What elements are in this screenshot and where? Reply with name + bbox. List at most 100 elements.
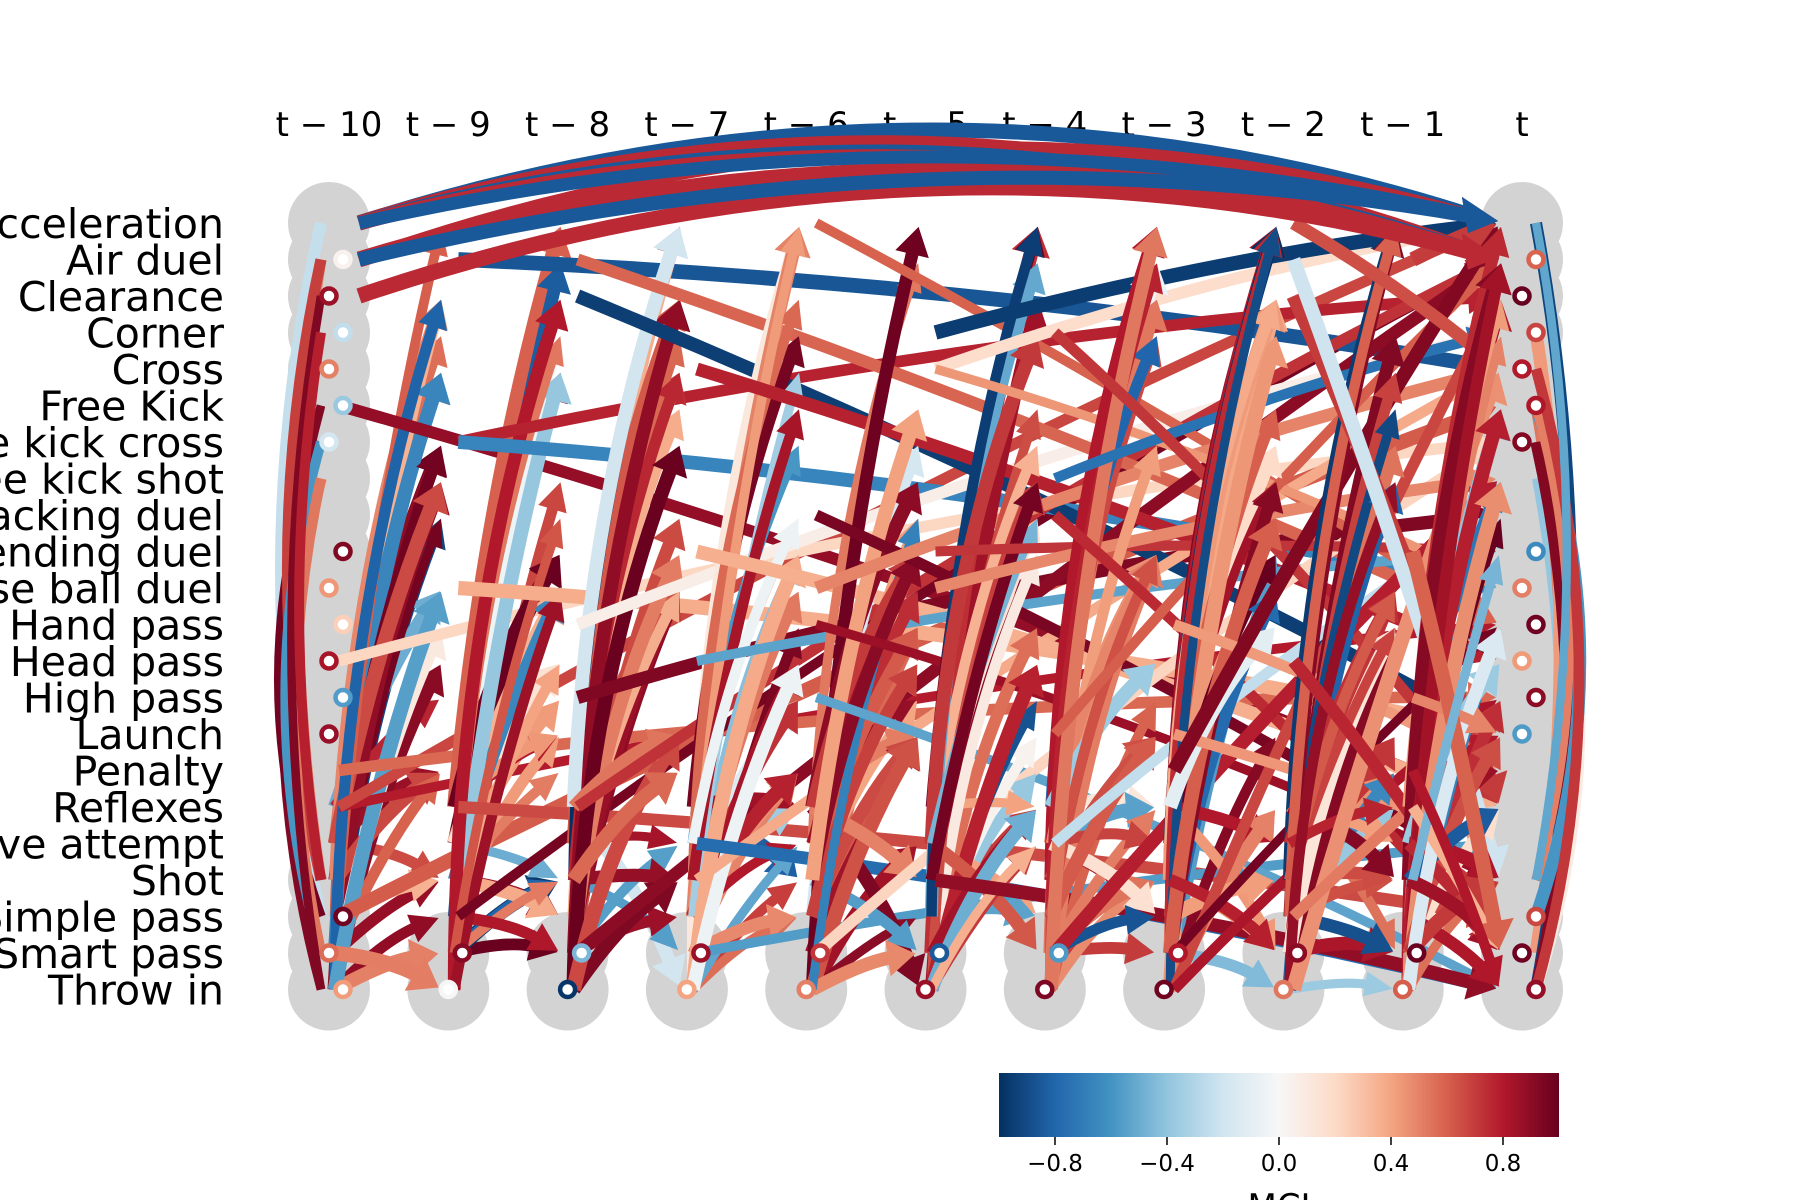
self-loop-9-21 [1392, 979, 1413, 1000]
self-loop-0-20 [319, 943, 339, 963]
self-loop-9-20 [1406, 943, 1427, 963]
self-loop-2-20 [571, 943, 592, 963]
self-loop-10-13 [1526, 687, 1546, 708]
self-loop-0-12 [319, 651, 339, 671]
self-loop-10-20 [1512, 943, 1532, 963]
self-loop-1-21 [438, 979, 459, 1000]
edge-63 [447, 299, 569, 990]
edge-357 [1405, 549, 1514, 950]
self-loop-3-20 [691, 943, 711, 963]
self-loop-5-21 [915, 979, 936, 1000]
variable-label-air-duel: Air duel [66, 237, 224, 285]
self-loop-1-20 [452, 943, 473, 963]
edge-29 [334, 945, 439, 991]
edge-369 [357, 170, 1498, 267]
colorbar: −0.8 −0.4 0.0 0.4 0.8 MCI [999, 1073, 1559, 1200]
variable-label-smart-pass: Smart pass [0, 930, 224, 978]
variable-label-free-kick-shot: Free kick shot [0, 456, 224, 504]
colorbar-gradient [999, 1073, 1559, 1137]
self-loop-0-6 [319, 432, 339, 452]
graph-edges [274, 122, 1587, 1000]
edge-245 [1044, 226, 1168, 990]
variable-label-throw-in: Throw in [47, 967, 224, 1015]
variable-label-penalty: Penalty [73, 748, 224, 796]
edge-97 [566, 445, 688, 990]
self-loop-8-20 [1287, 943, 1308, 963]
edge-359 [1408, 768, 1503, 986]
colorbar-tick-label-2: 0.0 [1261, 1151, 1298, 1177]
self-loop-10-3 [1526, 322, 1546, 343]
self-loop-10-10 [1512, 578, 1532, 598]
self-loop-0-19 [333, 906, 353, 927]
variable-label-corner: Corner [86, 310, 224, 358]
edge-358 [1408, 555, 1504, 882]
self-loop-10-4 [1512, 359, 1532, 379]
self-loop-10-1 [1526, 249, 1546, 270]
self-loop-6-20 [1049, 943, 1069, 963]
variable-label-ground-loose-ball-duel: Ground loose ball duel [0, 565, 224, 613]
variable-label-head-pass: Head pass [10, 638, 224, 686]
self-loop-10-2 [1512, 286, 1532, 306]
self-loop-10-12 [1512, 651, 1532, 671]
variable-label-ground-attacking-duel: Ground attacking duel [0, 492, 224, 540]
lag-label-t: t [1515, 105, 1528, 145]
colorbar-tick-label-1: −0.4 [1139, 1151, 1195, 1177]
self-loop-2-21 [557, 979, 578, 1000]
variable-label-save-attempt: Save attempt [0, 821, 224, 869]
lag-label-t-9: t − 9 [406, 105, 491, 145]
self-loop-0-1 [333, 249, 353, 270]
self-loop-4-21 [796, 979, 816, 1000]
lag-label-t-8: t − 8 [525, 105, 610, 145]
self-loop-4-20 [810, 943, 830, 963]
self-loop-10-11 [1526, 614, 1546, 635]
self-loop-0-3 [333, 322, 353, 343]
variable-label-high-pass: High pass [23, 675, 224, 723]
self-loop-0-4 [319, 359, 339, 379]
edge-352 [1402, 628, 1507, 991]
self-loop-0-11 [333, 614, 353, 635]
self-loop-0-21 [333, 979, 353, 1000]
colorbar-tick-label-3: 0.4 [1373, 1151, 1410, 1177]
lag-label-t-1: t − 1 [1360, 105, 1445, 145]
edge-208 [927, 846, 1036, 992]
self-loop-10-21 [1526, 979, 1546, 1000]
edge-101 [567, 772, 678, 885]
variable-label-simple-pass: Simple pass [0, 894, 224, 942]
edge-389 [1531, 404, 1574, 882]
self-loop-0-5 [333, 395, 353, 416]
lag-label-t-10: t − 10 [276, 105, 383, 145]
self-loop-7-21 [1154, 979, 1174, 1000]
self-loop-5-20 [929, 943, 950, 963]
autodependency-markers [319, 249, 1546, 1000]
self-loop-10-6 [1512, 432, 1532, 452]
colorbar-ticks: −0.8 −0.4 0.0 0.4 0.8 [1027, 1137, 1521, 1177]
edge-390 [1530, 367, 1585, 991]
variable-label-ground-defending-duel: Ground defending duel [0, 529, 224, 577]
variable-label-reflexes: Reflexes [52, 784, 224, 832]
colorbar-tick-label-0: −0.8 [1027, 1151, 1083, 1177]
edge-28 [327, 591, 450, 991]
colorbar-tick-label-4: 0.8 [1485, 1151, 1522, 1177]
self-loop-6-21 [1035, 979, 1055, 1000]
variable-label-clearance: Clearance [18, 273, 224, 321]
self-loop-0-14 [319, 724, 339, 744]
edge-166 [808, 939, 916, 996]
variable-label-free-kick-cross: Free kick cross [0, 419, 224, 467]
self-loop-0-9 [333, 541, 353, 562]
self-loop-0-10 [319, 578, 339, 598]
lag-label-t-2: t − 2 [1241, 105, 1326, 145]
edge-378 [287, 295, 326, 991]
variable-labels: AccelerationAir duelClearanceCornerCross… [0, 200, 224, 1015]
variable-label-acceleration: Acceleration [0, 200, 224, 248]
self-loop-8-21 [1273, 979, 1294, 1000]
variable-label-launch: Launch [76, 711, 224, 759]
edge-167 [806, 664, 918, 918]
edge-379 [294, 331, 326, 881]
colorbar-label: MCI [1247, 1187, 1310, 1200]
variable-label-free-kick: Free Kick [39, 383, 224, 431]
self-loop-10-5 [1526, 395, 1546, 416]
self-loop-3-21 [677, 979, 697, 1000]
variable-label-hand-pass: Hand pass [9, 602, 224, 650]
edge-27 [329, 299, 448, 990]
